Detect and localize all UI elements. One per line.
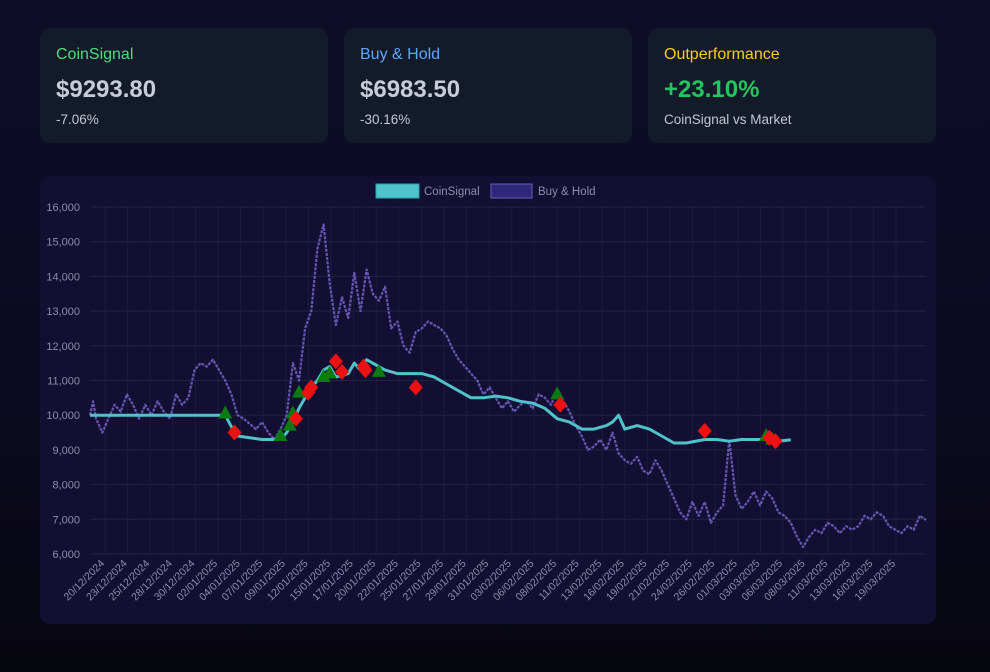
y-tick-label: 8,000 [52, 480, 80, 492]
buy-signal-marker [316, 369, 331, 383]
outperformance-card-note: CoinSignal vs Market [664, 112, 792, 127]
coinsignal-card: CoinSignal $9293.80 -7.06% [40, 28, 328, 143]
buyhold-series [88, 223, 927, 549]
sell-signal-marker [288, 410, 303, 427]
buy-signal-marker [550, 386, 565, 400]
legend[interactable]: CoinSignal Buy & Hold [375, 183, 596, 199]
buyhold-card: Buy & Hold $6983.50 -30.16% [344, 28, 632, 143]
y-tick-label: 7,000 [52, 514, 80, 526]
legend-coinsignal-label[interactable]: CoinSignal [424, 186, 480, 198]
y-tick-label: 10,000 [46, 410, 80, 422]
coinsignal-card-value: $9293.80 [56, 76, 157, 103]
y-tick-label: 13,000 [46, 306, 80, 318]
sell-signal-marker [227, 424, 242, 441]
outperformance-card-title: Outperformance [664, 46, 780, 63]
legend-coinsignal-swatch[interactable] [375, 183, 420, 199]
coinsignal-card-title: CoinSignal [56, 46, 134, 63]
grid [90, 206, 926, 555]
buyhold-card-title: Buy & Hold [360, 46, 441, 63]
sell-signal-marker [697, 422, 712, 439]
buyhold-line [88, 223, 927, 549]
buy-signal-marker [322, 365, 337, 379]
buy-signal-marker [371, 363, 386, 377]
y-tick-label: 12,000 [46, 341, 80, 353]
buyhold-card-value: $6983.50 [360, 76, 461, 103]
chart-panel: 6,000 7,000 8,000 9,000 10,000 11,000 12,000 13… [40, 176, 936, 624]
buy-signal-marker [282, 417, 297, 431]
buy-signal-marker [273, 428, 288, 442]
outperformance-card-value: +23.10% [664, 76, 760, 103]
y-tick-label: 9,000 [52, 445, 80, 457]
outperformance-card: Outperformance +23.10% CoinSignal vs Mar… [648, 28, 936, 143]
y-tick-label: 15,000 [46, 237, 80, 249]
y-tick-label: 14,000 [46, 271, 80, 283]
sell-signal-marker [553, 396, 568, 413]
trade-signals [218, 353, 783, 450]
coinsignal-series [90, 358, 791, 445]
sell-signal-marker [328, 353, 343, 370]
sell-signal-marker [768, 433, 783, 450]
buy-signal-marker [218, 405, 233, 419]
sell-signal-marker [408, 379, 423, 396]
buyhold-card-change: -30.16% [360, 112, 411, 127]
sell-signal-marker [304, 379, 319, 396]
legend-buyhold-label[interactable]: Buy & Hold [538, 186, 596, 198]
performance-chart: 6,000 7,000 8,000 9,000 10,000 11,000 12,000 13… [46, 183, 927, 603]
sell-signal-marker [335, 363, 350, 380]
coinsignal-card-change: -7.06% [56, 112, 99, 127]
y-tick-label: 16,000 [46, 202, 80, 214]
y-tick-label: 6,000 [52, 549, 80, 561]
sell-signal-marker [358, 362, 373, 379]
y-tick-label: 11,000 [47, 376, 80, 388]
coinsignal-line [90, 358, 791, 445]
buy-signal-marker [292, 384, 306, 398]
legend-buyhold-swatch[interactable] [490, 183, 533, 199]
